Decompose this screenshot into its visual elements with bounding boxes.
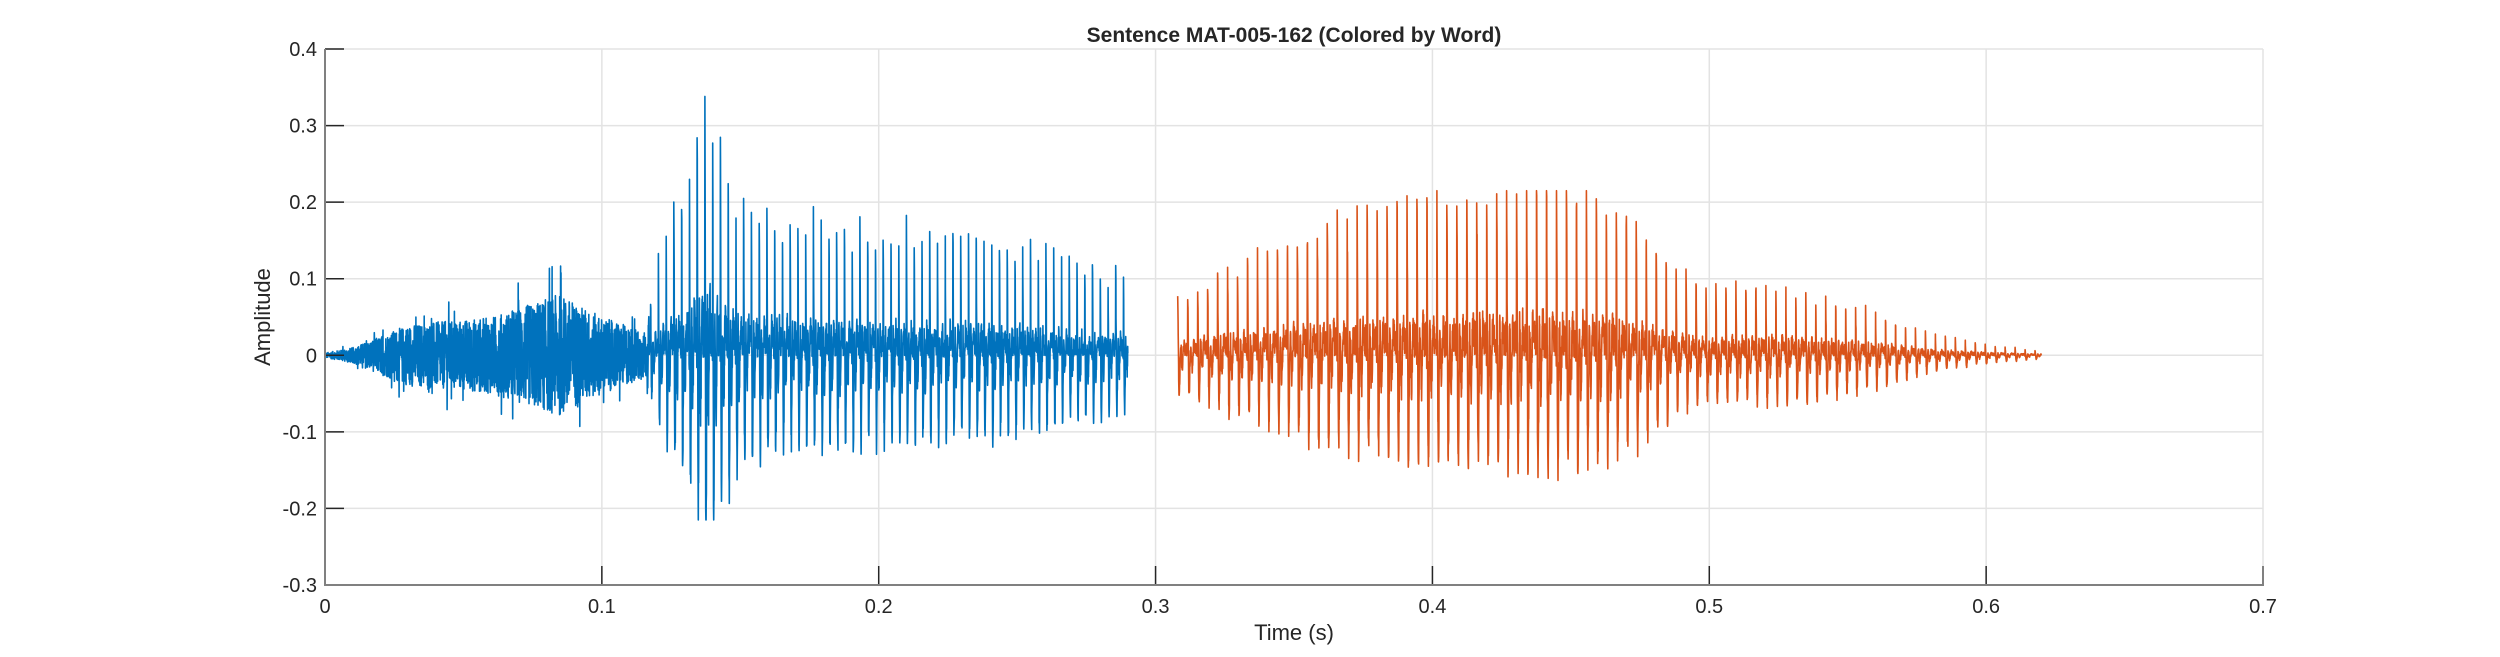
y-tick-label: 0.1	[289, 269, 317, 291]
waveform-word-1	[324, 95, 1129, 521]
y-tick-label: -0.3	[283, 575, 317, 597]
x-tick-label: 0.3	[1142, 596, 1170, 618]
y-tick-label: -0.2	[283, 498, 317, 520]
x-tick-label: 0.4	[1419, 596, 1447, 618]
grid	[324, 48, 2264, 586]
y-tick-label: 0	[306, 345, 317, 367]
x-axis-label: Time (s)	[1254, 620, 1334, 645]
y-tick-label: -0.1	[283, 422, 317, 444]
axis-lines	[324, 49, 2264, 586]
x-tick-label: 0	[319, 596, 330, 618]
y-tick-label: 0.3	[289, 116, 317, 138]
x-tick-label: 0.6	[1972, 596, 2000, 618]
y-tick-label: 0.2	[289, 192, 317, 214]
plot-area	[325, 49, 2263, 585]
x-tick-label: 0.2	[865, 596, 893, 618]
y-axis-label: Amplitude	[250, 268, 275, 366]
x-tick-label: 0.1	[588, 596, 616, 618]
y-tick-label: 0.4	[289, 39, 317, 61]
x-tick-label: 0.5	[1695, 596, 1723, 618]
chart-title: Sentence MAT-005-162 (Colored by Word)	[1087, 24, 1502, 47]
series-group	[324, 95, 2043, 521]
axes: 0 0.1 0.2 0.3 0.4 0.5 0.6 0.7 -0.3 -0.2 -0.1 0 0.1 0.…	[283, 39, 2277, 618]
waveform-word-2	[1176, 189, 2043, 482]
x-tick-label: 0.7	[2249, 596, 2277, 618]
